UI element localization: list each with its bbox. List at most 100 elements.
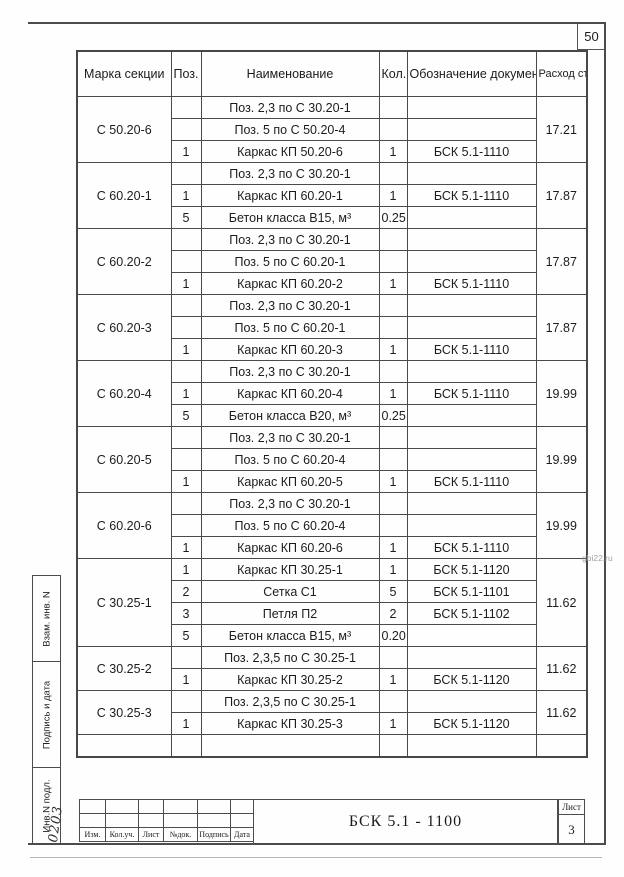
cell-name: Каркас КП 60.20-5 (200, 470, 380, 493)
cell-name: Поз. 5 по С 60.20-1 (200, 316, 380, 339)
table-row: С 60.20-3 Поз. 2,3 по С 30.20-1 17.87 (76, 294, 588, 361)
cell-name: Каркас КП 60.20-1 (200, 184, 380, 207)
cell-doc (406, 734, 537, 758)
cell-qty: 1 (378, 668, 408, 691)
cell-name: Поз. 2,3 по С 30.20-1 (200, 162, 380, 185)
cell-pos (170, 162, 202, 185)
cell-doc (406, 404, 537, 427)
section-mark: С 60.20-3 (76, 294, 172, 361)
frame-bottom-faint-line (30, 857, 602, 858)
cell-doc (406, 316, 537, 339)
cell-doc (406, 118, 537, 141)
cell-qty: 1 (378, 184, 408, 207)
table-row: 1 Каркас КП 60.20-4 1 БСК 5.1-1110 (77, 382, 587, 405)
cell-pos (170, 360, 202, 383)
section-steel-consumption: 19.99 (535, 492, 588, 559)
cell-name: Поз. 2,3 по С 30.20-1 (200, 228, 380, 251)
table-row: 1 Каркас КП 30.25-2 1 БСК 5.1-1120 (77, 668, 587, 691)
table-row: С 60.20-4 Поз. 2,3 по С 30.20-1 19.99 (76, 360, 588, 427)
cell-pos: 5 (170, 206, 202, 229)
table-row: 2 Сетка С1 5 БСК 5.1-1101 (77, 580, 587, 603)
cell-doc: БСК 5.1-1110 (406, 338, 537, 361)
document-number: БСК 5.1 - 1100 (348, 813, 463, 830)
table-header: Марка секции Поз. Наименование Кол. Обоз… (76, 50, 588, 97)
cell-doc: БСК 5.1-1110 (406, 184, 537, 207)
cell-doc: БСК 5.1-1120 (406, 712, 537, 735)
cell-doc: БСК 5.1-1110 (406, 470, 537, 493)
section-steel-consumption: 19.99 (535, 360, 588, 427)
cell-name: Поз. 5 по С 50.20-4 (200, 118, 380, 141)
section-steel-consumption: 19.99 (535, 426, 588, 493)
header-steel: Расход стали, кг (535, 50, 588, 97)
cell-qty: 1 (378, 338, 408, 361)
page-number: 50 (584, 29, 599, 44)
cell-pos (170, 316, 202, 339)
table-row: Поз. 5 по С 60.20-1 (77, 250, 587, 273)
handwritten-inventory-number: 0203 (45, 804, 67, 844)
cell-qty (378, 294, 408, 317)
section-mark: С 30.25-1 (76, 558, 172, 647)
cell-pos: 3 (170, 602, 202, 625)
cell-name: Поз. 5 по С 60.20-4 (200, 514, 380, 537)
revision-table: Изм. Кол.уч. Лист №док. Подпись Дата (79, 799, 254, 842)
cell-name (200, 734, 380, 758)
rev-col-koluch: Кол.уч. (105, 827, 139, 842)
header-qty: Кол. (378, 50, 408, 97)
cell-doc (406, 294, 537, 317)
cell-pos (170, 250, 202, 273)
cell-pos: 5 (170, 404, 202, 427)
cell-qty (378, 492, 408, 515)
section-mark (76, 734, 172, 758)
revision-row-blank (79, 813, 254, 828)
cell-name: Бетон класса В15, м³ (200, 624, 380, 647)
stamp-cell-vzam: Взам. инв. N (33, 576, 60, 662)
cell-name: Бетон класса В20, м³ (200, 404, 380, 427)
cell-qty (378, 426, 408, 449)
cell-name: Поз. 2,3 по С 30.20-1 (200, 96, 380, 119)
cell-name: Каркас КП 30.25-2 (200, 668, 380, 691)
table-row: С 50.20-6 Поз. 2,3 по С 30.20-1 17.21 (76, 96, 588, 163)
cell-doc (406, 624, 537, 647)
cell-doc (406, 228, 537, 251)
section-steel-consumption: 17.87 (535, 294, 588, 361)
cell-name: Поз. 2,3 по С 30.20-1 (200, 492, 380, 515)
cell-pos: 1 (170, 558, 202, 581)
section-mark: С 50.20-6 (76, 96, 172, 163)
cell-pos: 1 (170, 272, 202, 295)
section-steel-consumption: 11.62 (535, 558, 588, 647)
rev-col-podpis: Подпись (197, 827, 231, 842)
cell-name: Каркас КП 30.25-1 (200, 558, 380, 581)
cell-pos (170, 96, 202, 119)
cell-name: Поз. 2,3 по С 30.20-1 (200, 360, 380, 383)
rev-col-izm: Изм. (79, 827, 106, 842)
stamp-label-podpis: Подпись и дата (41, 680, 52, 749)
table-row: С 60.20-5 Поз. 2,3 по С 30.20-1 19.99 (76, 426, 588, 493)
cell-doc (406, 514, 537, 537)
cell-qty (378, 228, 408, 251)
table-row: С 60.20-1 Поз. 2,3 по С 30.20-1 17.87 (76, 162, 588, 229)
sheet-number: 3 (568, 821, 575, 837)
table-row: 1 Каркас КП 60.20-5 1 БСК 5.1-1110 (77, 470, 587, 493)
revision-row-labels: Изм. Кол.уч. Лист №док. Подпись Дата (79, 827, 254, 842)
cell-qty: 1 (378, 470, 408, 493)
sheet-label: Лист (559, 800, 584, 815)
cell-qty: 1 (378, 558, 408, 581)
cell-qty: 0.25 (378, 404, 408, 427)
specification-table: Марка секции Поз. Наименование Кол. Обоз… (76, 50, 588, 758)
header-name: Наименование (200, 50, 380, 97)
table-row: С 30.25-3 Поз. 2,3,5 по С 30.25-1 11.62 (76, 690, 588, 735)
table-row: Поз. 5 по С 50.20-4 (77, 118, 587, 141)
cell-pos (170, 646, 202, 669)
rev-col-ndok: №док. (163, 827, 198, 842)
section-steel-consumption: 17.87 (535, 162, 588, 229)
cell-pos: 1 (170, 140, 202, 163)
cell-qty: 1 (378, 272, 408, 295)
cell-pos: 1 (170, 536, 202, 559)
cell-doc: БСК 5.1-1102 (406, 602, 537, 625)
cell-qty: 0.20 (378, 624, 408, 647)
cell-qty (378, 250, 408, 273)
cell-qty (378, 734, 408, 758)
cell-pos (170, 690, 202, 713)
table-row: С 30.25-2 Поз. 2,3,5 по С 30.25-1 11.62 (76, 646, 588, 691)
cell-name: Каркас КП 50.20-6 (200, 140, 380, 163)
